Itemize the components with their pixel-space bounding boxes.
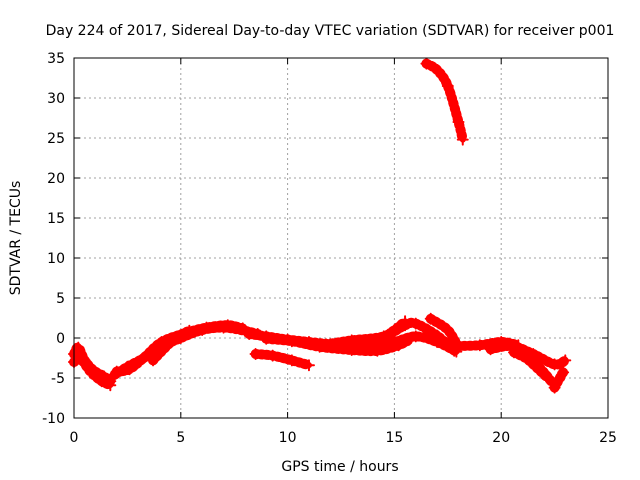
x-tick-label: 0 bbox=[70, 430, 79, 446]
data-series bbox=[68, 57, 572, 394]
data-point bbox=[200, 321, 213, 334]
x-tick-label: 25 bbox=[599, 430, 617, 446]
series-arc-8 bbox=[249, 348, 315, 372]
x-axis-label: GPS time / hours bbox=[281, 459, 398, 475]
data-point bbox=[403, 333, 416, 346]
data-point bbox=[420, 57, 433, 70]
data-point bbox=[409, 317, 422, 330]
data-point bbox=[456, 133, 469, 146]
data-point bbox=[147, 354, 160, 367]
data-point bbox=[236, 322, 249, 335]
data-point bbox=[74, 352, 87, 365]
data-point bbox=[260, 332, 273, 345]
data-point bbox=[431, 329, 444, 342]
y-tick-label: 5 bbox=[56, 291, 65, 307]
y-tick-label: 25 bbox=[47, 131, 65, 147]
y-tick-label: 30 bbox=[47, 91, 65, 107]
data-point bbox=[345, 334, 358, 347]
series-arc-16 bbox=[548, 366, 570, 394]
grid-lines bbox=[74, 58, 608, 418]
data-point bbox=[557, 366, 570, 379]
data-point bbox=[392, 339, 405, 352]
data-point bbox=[266, 349, 279, 362]
series-marker-texture bbox=[517, 348, 558, 388]
x-tick-label: 5 bbox=[176, 430, 185, 446]
y-tick-label: 35 bbox=[47, 51, 65, 67]
data-point bbox=[123, 363, 136, 376]
plot-frame bbox=[73, 57, 609, 419]
y-tick-label: 10 bbox=[47, 251, 65, 267]
data-point bbox=[452, 116, 465, 128]
data-point bbox=[221, 319, 234, 332]
data-point bbox=[537, 366, 550, 379]
data-point bbox=[431, 64, 444, 76]
y-tick-label: -5 bbox=[51, 371, 65, 387]
data-point bbox=[552, 373, 565, 386]
data-point bbox=[72, 341, 85, 354]
data-point bbox=[516, 347, 529, 360]
data-point bbox=[302, 359, 315, 372]
data-point bbox=[170, 331, 183, 344]
series-arc-7 bbox=[260, 332, 416, 357]
data-point bbox=[399, 315, 412, 328]
series-marker-texture bbox=[421, 58, 468, 145]
series-arc-4 bbox=[110, 319, 249, 378]
data-point bbox=[409, 330, 422, 343]
x-tick-label: 20 bbox=[492, 430, 510, 446]
series-arc-17 bbox=[420, 57, 469, 146]
data-point bbox=[320, 338, 333, 351]
series-marker-texture bbox=[148, 325, 195, 366]
series-arc-2 bbox=[68, 352, 117, 392]
data-point bbox=[473, 339, 486, 352]
y-axis-label: SDTVAR / TECUs bbox=[8, 181, 24, 296]
y-tick-label: 15 bbox=[47, 211, 65, 227]
chart-title: Day 224 of 2017, Sidereal Day-to-day VTE… bbox=[46, 23, 615, 39]
series-arc-5 bbox=[147, 324, 196, 367]
y-tick-label: -10 bbox=[42, 411, 65, 427]
x-tick-label: 10 bbox=[279, 430, 297, 446]
y-tick-label: 0 bbox=[56, 331, 65, 347]
data-point bbox=[95, 375, 108, 388]
series-marker-texture bbox=[383, 316, 411, 340]
data-point bbox=[452, 340, 465, 352]
data-point bbox=[381, 328, 394, 341]
data-point bbox=[285, 335, 298, 348]
x-tick-label: 15 bbox=[385, 430, 403, 446]
data-point bbox=[441, 324, 454, 336]
y-tick-label: 20 bbox=[47, 171, 65, 187]
axes: 0 5 10 15 20 25 -10 -5 0 5 10 15 20 25 30 35 bbox=[42, 51, 617, 446]
data-point bbox=[392, 320, 405, 333]
data-point bbox=[157, 343, 170, 356]
data-point bbox=[243, 328, 256, 340]
data-point bbox=[285, 354, 298, 367]
data-point bbox=[110, 365, 123, 378]
data-point bbox=[85, 366, 98, 379]
data-point bbox=[527, 355, 540, 368]
data-point bbox=[548, 381, 561, 394]
data-point bbox=[424, 312, 437, 325]
data-point bbox=[104, 379, 117, 392]
data-point bbox=[484, 343, 497, 356]
data-point bbox=[249, 348, 262, 360]
data-point bbox=[138, 351, 151, 364]
data-point bbox=[371, 344, 384, 357]
data-point bbox=[441, 80, 454, 92]
data-point bbox=[559, 354, 572, 367]
series-marker-texture bbox=[250, 349, 314, 371]
data-point bbox=[183, 324, 196, 337]
series-arc-10 bbox=[381, 315, 412, 341]
data-point bbox=[345, 344, 358, 356]
data-point bbox=[548, 358, 561, 371]
